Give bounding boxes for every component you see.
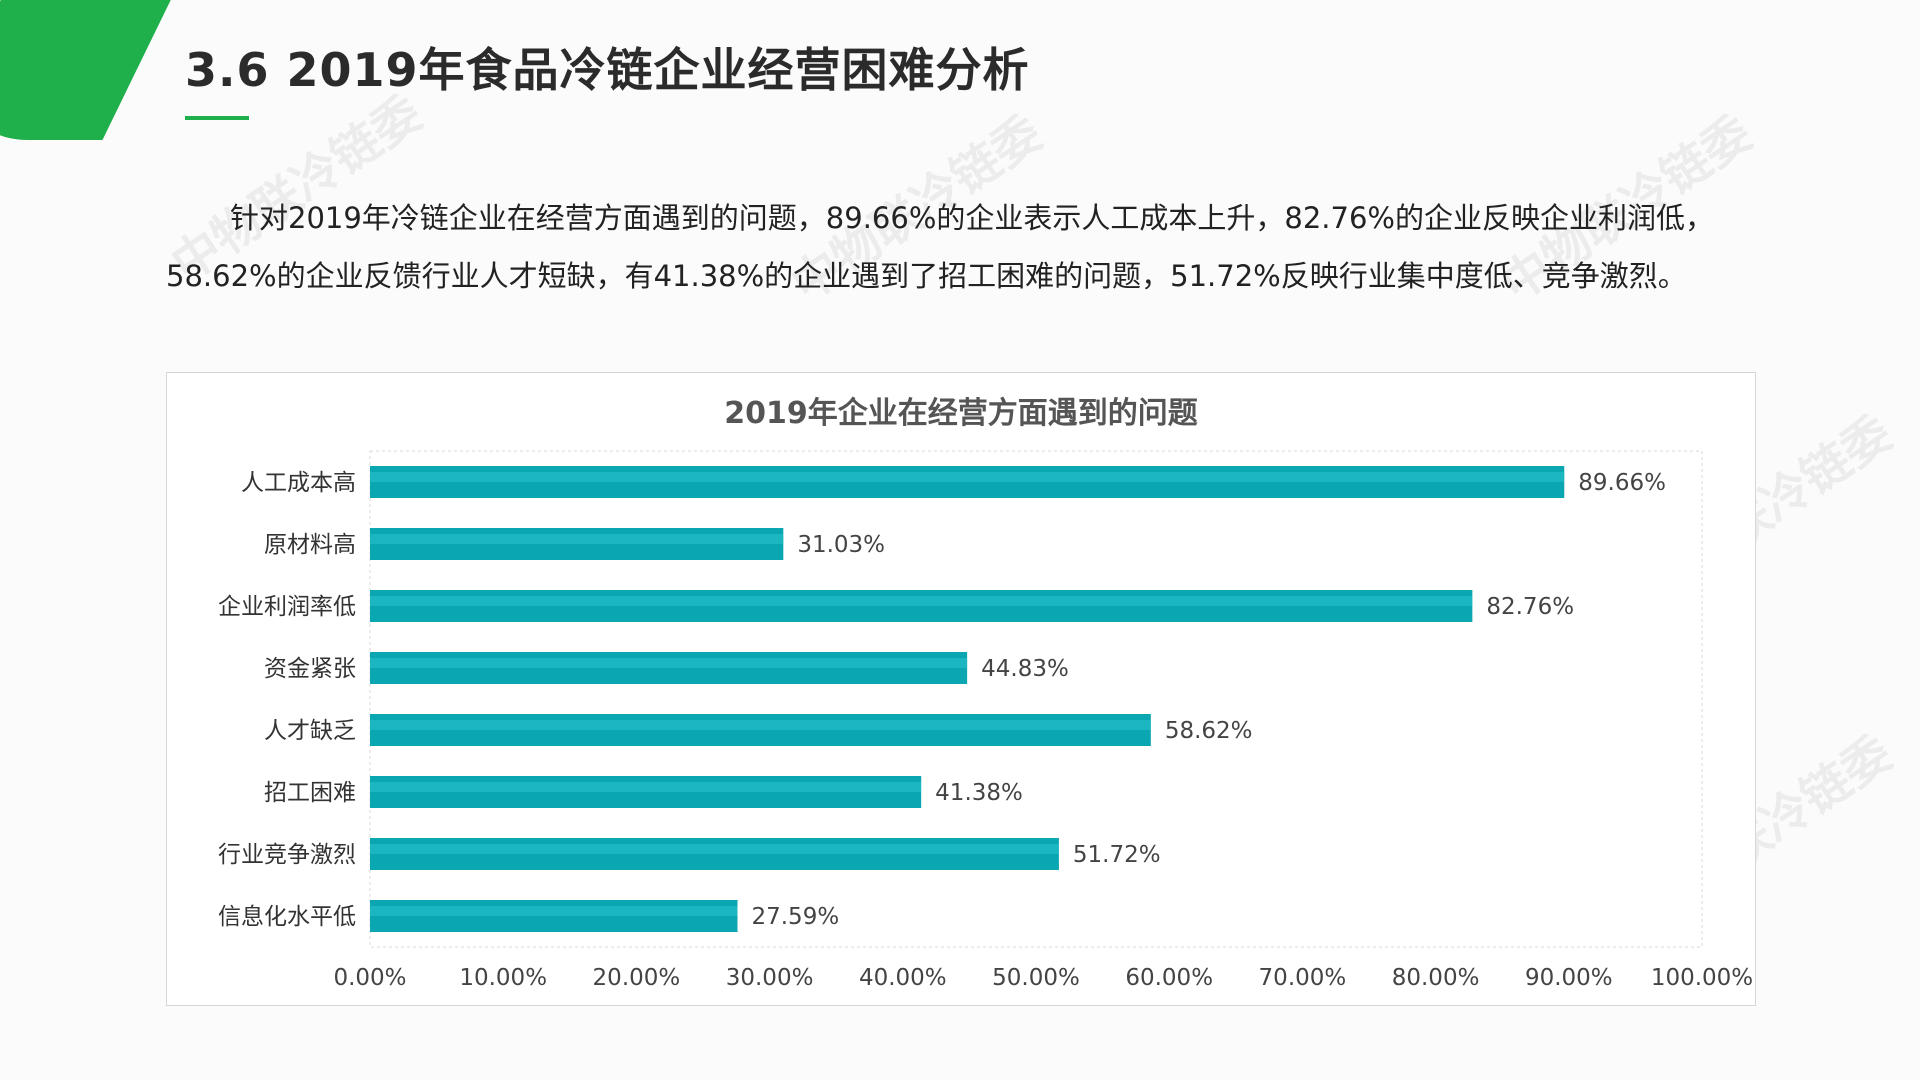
bar-highlight	[370, 906, 738, 916]
category-label: 资金紧张	[264, 656, 356, 682]
x-tick-label: 100.00%	[1651, 965, 1753, 991]
x-tick-label: 30.00%	[726, 965, 814, 991]
bar-highlight	[370, 534, 784, 544]
bar-highlight	[370, 596, 1473, 606]
category-label: 人才缺乏	[264, 718, 356, 744]
data-label: 82.76%	[1486, 594, 1574, 620]
bar-highlight	[370, 658, 968, 668]
category-label: 人工成本高	[241, 470, 356, 496]
intro-paragraph: 针对2019年冷链企业在经营方面遇到的问题，89.66%的企业表示人工成本上升，…	[166, 201, 1714, 293]
x-tick-label: 10.00%	[459, 965, 547, 991]
decorative-leaf-shape	[0, 0, 200, 140]
chart-title: 2019年企业在经营方面遇到的问题	[724, 396, 1198, 431]
x-tick-label: 80.00%	[1392, 965, 1480, 991]
category-label: 信息化水平低	[218, 904, 356, 930]
data-label: 89.66%	[1578, 470, 1666, 496]
x-tick-label: 40.00%	[859, 965, 947, 991]
bar-highlight	[370, 844, 1059, 854]
x-tick-label: 50.00%	[992, 965, 1080, 991]
bar-highlight	[370, 472, 1565, 482]
bar-highlight	[370, 782, 922, 792]
x-tick-label: 0.00%	[333, 965, 406, 991]
x-tick-label: 70.00%	[1259, 965, 1347, 991]
title-underline	[185, 116, 249, 120]
plot-area-border	[369, 450, 1703, 948]
category-label: 原材料高	[264, 532, 356, 558]
category-label: 行业竞争激烈	[218, 842, 356, 868]
data-label: 27.59%	[751, 904, 839, 930]
chart-card: 2019年企业在经营方面遇到的问题人工成本高 89.66% 原材料高 31.03% 企业…	[166, 372, 1756, 1006]
data-label: 51.72%	[1073, 842, 1161, 868]
bar-highlight	[370, 720, 1151, 730]
x-tick-label: 60.00%	[1125, 965, 1213, 991]
category-label: 招工困难	[264, 780, 356, 806]
x-tick-label: 90.00%	[1525, 965, 1613, 991]
page-title: 3.6 2019年食品冷链企业经营困难分析	[185, 43, 1030, 97]
category-label: 企业利润率低	[218, 594, 356, 620]
data-label: 41.38%	[935, 780, 1023, 806]
x-tick-label: 20.00%	[593, 965, 681, 991]
data-label: 58.62%	[1165, 718, 1253, 744]
data-label: 44.83%	[981, 656, 1069, 682]
data-label: 31.03%	[797, 532, 885, 558]
